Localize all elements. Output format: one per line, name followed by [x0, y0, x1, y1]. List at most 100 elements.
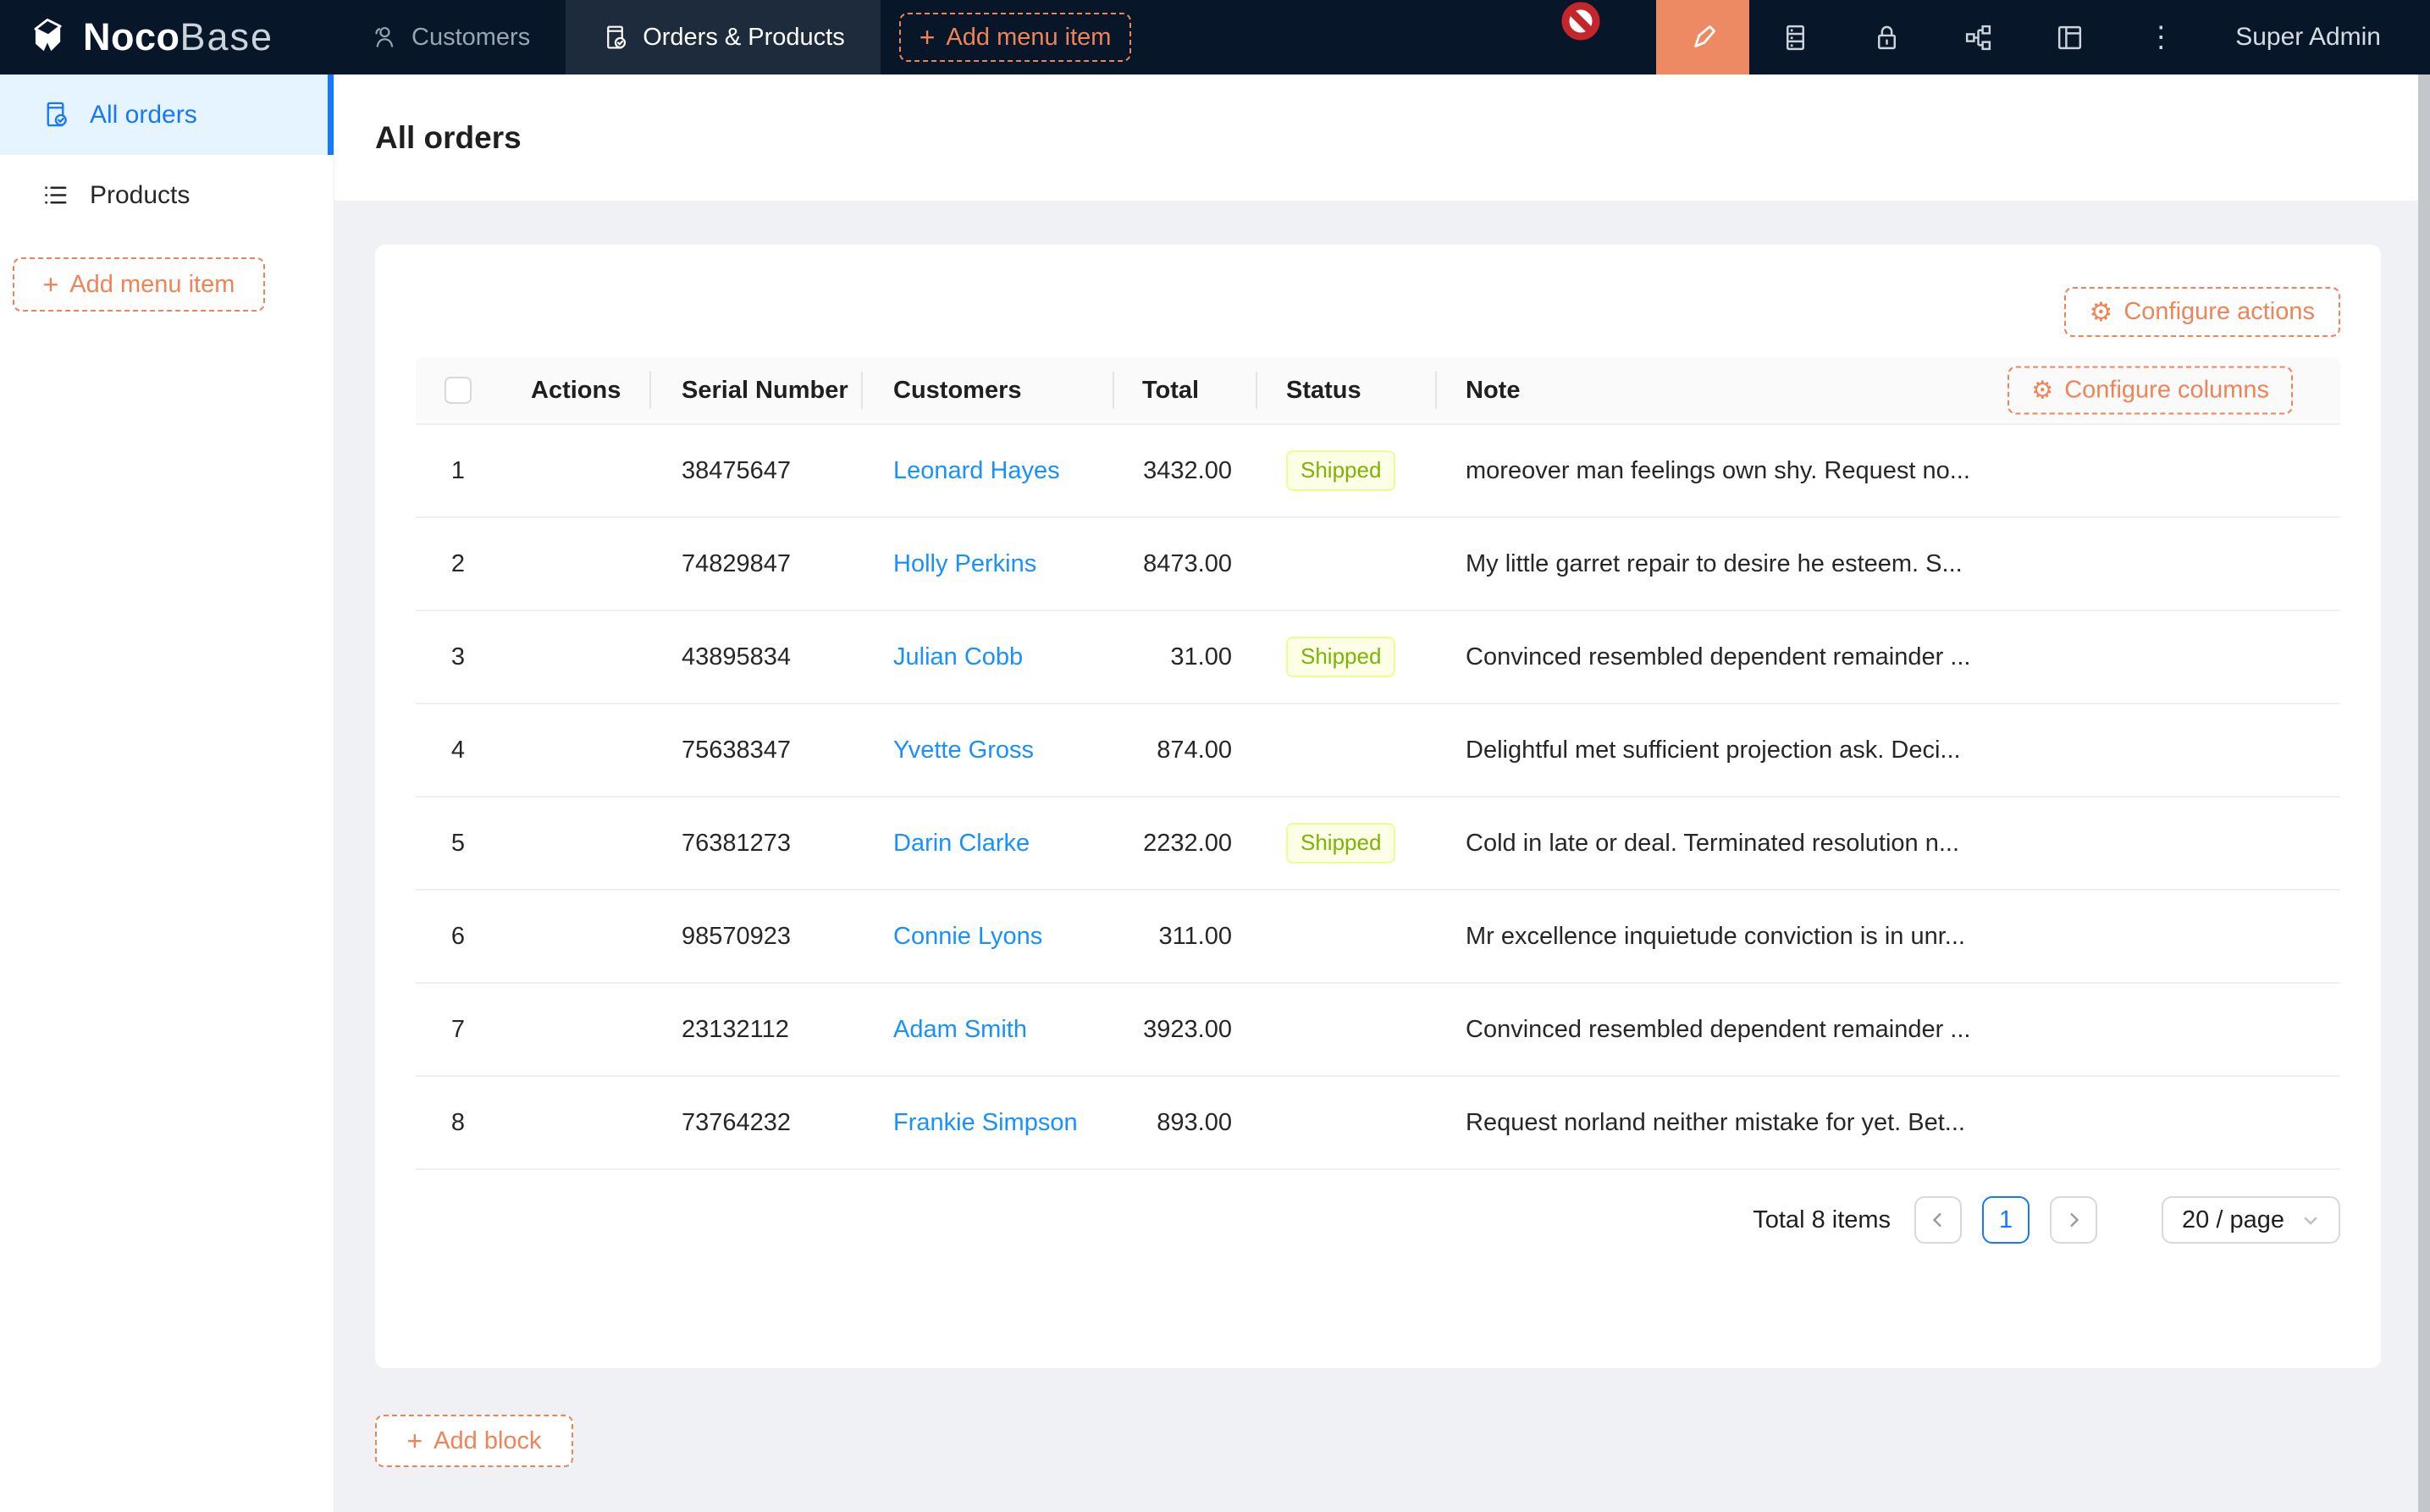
pagination: Total 8 items 1 20 / page	[416, 1170, 2340, 1270]
table-row: 1 38475647 Leonard Hayes 3432.00 Shipped…	[416, 425, 2340, 518]
customer-link[interactable]: Yvette Gross	[893, 736, 1035, 764]
status-badge: Shipped	[1286, 823, 1396, 864]
tab-label: Orders & Products	[643, 23, 845, 51]
customer-link[interactable]: Leonard Hayes	[893, 456, 1060, 484]
ui-editor-button[interactable]	[1656, 0, 1750, 74]
nocobase-logo-icon	[34, 19, 62, 52]
column-header-total: Total	[1114, 357, 1257, 423]
workflow-button[interactable]	[1932, 0, 2024, 74]
customer-link[interactable]: Darin Clarke	[893, 829, 1030, 857]
column-header-serial-number: Serial Number	[651, 357, 863, 423]
status-badge: Shipped	[1286, 450, 1396, 491]
database-icon	[1786, 25, 1804, 50]
user-menu[interactable]: Super Admin	[2235, 23, 2381, 51]
total-cell: 874.00	[1157, 736, 1232, 764]
total-cell: 2232.00	[1143, 829, 1232, 857]
pagination-page-1[interactable]: 1	[1982, 1196, 2030, 1244]
customer-link[interactable]: Holly Perkins	[893, 549, 1037, 577]
more-actions-button[interactable]: ⋮	[2115, 0, 2206, 74]
sidebar-item-all-orders[interactable]: All orders	[0, 74, 334, 155]
plus-icon: +	[919, 22, 936, 52]
configure-actions-button[interactable]: ⚙ Configure actions	[2063, 287, 2340, 337]
customer-link[interactable]: Frankie Simpson	[893, 1108, 1078, 1136]
column-header-status: Status	[1257, 357, 1437, 423]
blocked-cursor-icon	[1561, 2, 1600, 41]
sidebar-item-label: All orders	[90, 100, 197, 129]
chevron-left-icon	[1932, 1212, 1941, 1228]
serial-number-cell: 73764232	[682, 1108, 792, 1136]
serial-number-cell: 43895834	[682, 643, 792, 670]
layout-icon	[2057, 25, 2081, 49]
column-header-actions: Actions	[500, 357, 651, 423]
note-cell: Convinced resembled dependent remainder …	[1466, 643, 1971, 670]
sidebar: All orders Products + Add menu item	[0, 74, 334, 1512]
row-index: 4	[450, 736, 466, 764]
serial-number-cell: 23132112	[682, 1015, 789, 1043]
serial-number-cell: 74829847	[682, 549, 792, 577]
user-icon	[375, 26, 394, 47]
plus-icon: +	[42, 269, 59, 300]
logo[interactable]: NocoBase	[0, 0, 334, 74]
note-cell: moreover man feelings own shy. Request n…	[1466, 456, 1970, 484]
column-header-note: Note	[1466, 376, 1521, 404]
collections-button[interactable]	[1749, 0, 1841, 74]
customer-link[interactable]: Adam Smith	[893, 1015, 1027, 1043]
serial-number-cell: 98570923	[682, 922, 792, 950]
total-cell: 3432.00	[1143, 456, 1232, 484]
note-cell: Request norland neither mistake for yet.…	[1466, 1108, 1965, 1136]
sidebar-item-products[interactable]: Products	[0, 155, 334, 235]
navbar-right-actions: ⋮ Super Admin	[1656, 0, 2430, 74]
status-badge: Shipped	[1286, 637, 1396, 677]
gear-icon: ⚙	[2089, 297, 2113, 327]
lock-icon	[1877, 25, 1896, 49]
page-title: All orders	[375, 119, 522, 155]
row-index: 2	[450, 549, 466, 577]
row-index: 7	[450, 1015, 466, 1043]
highlighter-icon	[1694, 25, 1716, 47]
row-index: 3	[450, 643, 466, 670]
note-cell: Convinced resembled dependent remainder …	[1466, 1015, 1971, 1043]
note-cell: Cold in late or deal. Terminated resolut…	[1466, 829, 1960, 857]
chevron-down-icon	[2304, 1217, 2317, 1225]
note-cell: Delightful met sufficient projection ask…	[1466, 736, 1961, 764]
permissions-button[interactable]	[1841, 0, 1932, 74]
list-icon	[45, 186, 67, 204]
select-all-checkbox[interactable]	[445, 377, 472, 404]
orders-table-block: ⚙ Configure actions Actions Serial Numbe…	[375, 245, 2381, 1368]
add-menu-item-button-top[interactable]: + Add menu item	[898, 13, 1132, 62]
tab-orders-products[interactable]: Orders & Products	[566, 0, 881, 74]
pagination-total: Total 8 items	[1753, 1206, 1892, 1233]
gear-icon: ⚙	[2031, 377, 2054, 405]
plus-icon: +	[406, 1426, 423, 1456]
customer-link[interactable]: Julian Cobb	[893, 643, 1024, 670]
plugin-settings-button[interactable]	[2024, 0, 2115, 74]
configure-columns-button[interactable]: ⚙ Configure columns	[2008, 366, 2293, 415]
chevron-right-icon	[2070, 1212, 2079, 1228]
tab-customers[interactable]: Customers	[334, 0, 566, 74]
table-row: 6 98570923 Connie Lyons 311.00 Mr excell…	[416, 891, 2340, 984]
ellipsis-icon: ⋮	[2146, 21, 2176, 53]
org-chart-icon	[1965, 25, 1991, 50]
top-navbar: NocoBase Customers Orders & Products + A…	[0, 0, 2430, 74]
table-row: 7 23132112 Adam Smith 3923.00 Convinced …	[416, 984, 2340, 1077]
row-index: 8	[450, 1108, 466, 1136]
add-block-button[interactable]: + Add block	[375, 1415, 573, 1467]
row-index: 5	[450, 829, 466, 857]
customer-link[interactable]: Connie Lyons	[893, 922, 1043, 950]
tab-label: Customers	[411, 23, 531, 51]
table-row: 2 74829847 Holly Perkins 8473.00 My litt…	[416, 518, 2340, 611]
table-row: 5 76381273 Darin Clarke 2232.00 Shipped …	[416, 797, 2340, 891]
page-scrollbar[interactable]	[2418, 74, 2430, 1512]
page-size-select[interactable]: 20 / page	[2162, 1196, 2340, 1244]
add-menu-item-button-sidebar[interactable]: + Add menu item	[13, 257, 265, 312]
note-cell: My little garret repair to desire he est…	[1466, 549, 1963, 577]
note-cell: Mr excellence inquietude conviction is i…	[1466, 922, 1965, 950]
pagination-next-button[interactable]	[2050, 1196, 2098, 1244]
serial-number-cell: 76381273	[682, 829, 792, 857]
page-header: All orders	[334, 74, 2418, 201]
row-index: 6	[450, 922, 466, 950]
pagination-prev-button[interactable]	[1914, 1196, 1963, 1244]
logo-text: NocoBase	[83, 15, 274, 58]
column-header-customers: Customers	[863, 357, 1114, 423]
orders-table: Actions Serial Number Customers Total St…	[416, 357, 2340, 1270]
